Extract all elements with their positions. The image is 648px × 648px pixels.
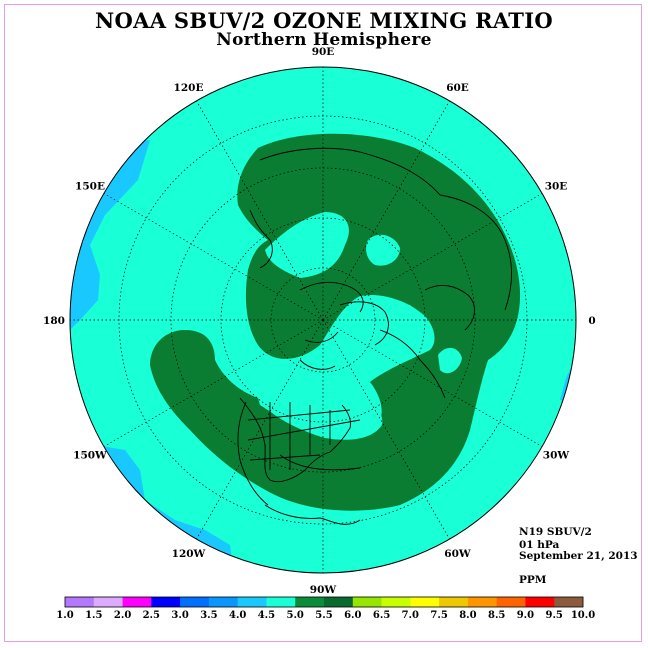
colorbar-swatch: [208, 597, 238, 607]
longitude-label: 60E: [446, 82, 469, 94]
colorbar-swatch: [93, 597, 123, 607]
longitude-label: 90E: [312, 46, 335, 58]
colorbar-swatch: [237, 597, 267, 607]
colorbar-tick-label: 4.0: [229, 610, 246, 621]
longitude-labels: 90E 60E 30E 0 30W 60W 90W 120W 150W 180 150E 120E: [43, 46, 596, 596]
colorbar: 1.0 1.5 2.0 2.5 3.0 3.5 4.0 4.5 5.0 5.5 6.0 6.5 7.0 7…: [56, 596, 595, 621]
longitude-label: 120E: [174, 82, 204, 94]
colorbar-tick-label: 9.0: [517, 610, 534, 621]
longitude-label: 60W: [444, 548, 471, 560]
colorbar-tick-label: 1.5: [85, 610, 102, 621]
units-label: PPM: [519, 574, 547, 586]
colorbar-tick-label: 8.5: [488, 610, 505, 621]
colorbar-tick-label: 7.5: [430, 610, 447, 621]
colorbar-tick-label: 6.0: [344, 610, 361, 621]
colorbar-tick-label: 3.5: [200, 610, 217, 621]
map-title: NOAA SBUV/2 OZONE MIXING RATIO: [95, 8, 553, 33]
colorbar-swatch: [439, 597, 469, 607]
colorbar-swatch: [65, 597, 95, 607]
figure-frame: [4, 4, 642, 642]
colorbar-swatch: [352, 597, 382, 607]
colorbar-tick-label: 10.0: [571, 610, 595, 621]
longitude-label: 150E: [75, 181, 105, 193]
longitude-label: 30W: [543, 450, 570, 462]
colorbar-swatch: [295, 597, 325, 607]
colorbar-tick-label: 9.5: [545, 610, 562, 621]
colorbar-tick-label: 4.5: [258, 610, 275, 621]
colorbar-swatch: [324, 597, 354, 607]
colorbar-swatch: [122, 597, 152, 607]
colorbar-tick-label: 2.0: [114, 610, 131, 621]
equator-boundary: [69, 66, 577, 574]
ozone-band-high-ring: [150, 133, 521, 511]
colorbar-swatch: [381, 597, 411, 607]
ozone-hole-scandinavia: [366, 234, 400, 266]
ozone-hole-europe: [438, 347, 462, 374]
ozone-hole-north: [265, 212, 349, 278]
colorbar-tick-label: 2.5: [143, 610, 160, 621]
colorbar-tick-label: 6.5: [373, 610, 390, 621]
colorbar-swatch: [180, 597, 210, 607]
longitude-label: 30E: [545, 181, 568, 193]
longitude-label: 180: [43, 315, 65, 327]
colorbar-tick-label: 1.0: [56, 610, 73, 621]
colorbar-swatch: [266, 597, 296, 607]
colorbar-swatch: [410, 597, 440, 607]
map-subtitle: Northern Hemisphere: [216, 30, 432, 50]
coastlines: [237, 147, 512, 525]
satellite-label: N19 SBUV/2: [519, 526, 592, 538]
longitude-label: 90W: [310, 584, 337, 596]
colorbar-border: [64, 596, 584, 608]
colorbar-swatch: [151, 597, 181, 607]
longitude-label: 150W: [73, 450, 107, 462]
longitude-label: 120W: [172, 548, 206, 560]
colorbar-swatch: [467, 597, 497, 607]
colorbar-tick-label: 8.0: [459, 610, 476, 621]
ozone-hole-atlantic: [365, 304, 420, 364]
colorbar-swatch: [525, 597, 555, 607]
colorbar-swatch: [496, 597, 526, 607]
colorbar-tick-label: 5.0: [286, 610, 303, 621]
longitude-label: 0: [588, 315, 595, 327]
colorbar-swatch: [554, 597, 584, 607]
level-label: 01 hPa: [519, 539, 560, 551]
colorbar-tick-label: 7.0: [402, 610, 419, 621]
date-label: September 21, 2013: [519, 550, 638, 562]
colorbar-tick-label: 3.0: [171, 610, 188, 621]
ozone-hole-gulf: [262, 390, 383, 440]
colorbar-tick-label: 5.5: [315, 610, 332, 621]
